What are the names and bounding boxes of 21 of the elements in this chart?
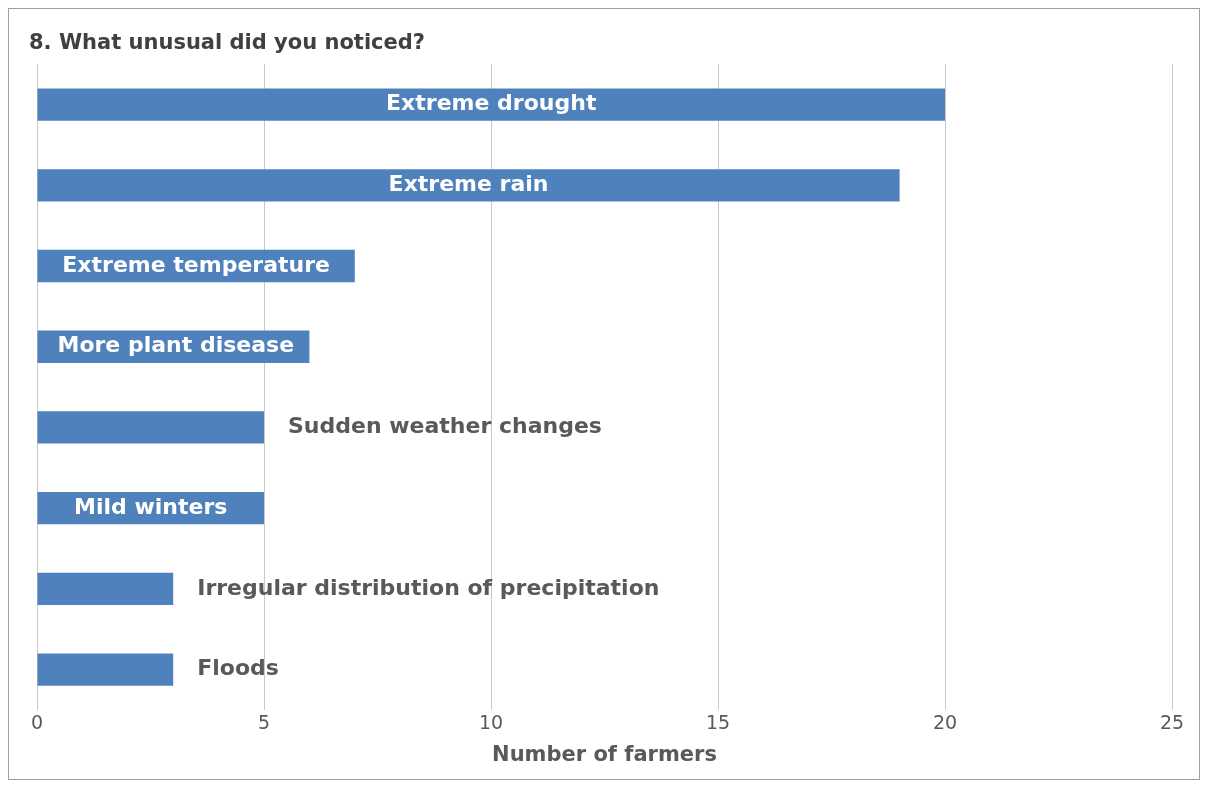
x-tick-label: 0: [30, 711, 44, 734]
bar: [37, 572, 174, 606]
y-tick-label: Irregular distribution of precipitation: [197, 574, 660, 600]
x-tick-label: 5: [257, 711, 271, 734]
x-axis-title: Number of farmers: [492, 741, 717, 766]
y-tick-label: Floods: [197, 655, 279, 681]
chart-title: 8. What unusual did you noticed?: [29, 30, 425, 55]
bar: [37, 411, 264, 444]
x-tick-label: 15: [705, 711, 731, 734]
y-tick-label: More plant disease: [57, 332, 295, 358]
y-tick-label: Extreme rain: [388, 171, 549, 197]
bar: [37, 88, 945, 121]
x-tick-label: 25: [1159, 711, 1185, 734]
bar: [37, 653, 174, 686]
x-tick-label: 10: [478, 711, 504, 734]
y-tick-label: Extreme drought: [386, 90, 597, 116]
y-tick-label: Extreme temperature: [62, 251, 330, 277]
y-tick-label: Mild winters: [74, 493, 228, 519]
x-tick-label: 20: [932, 711, 958, 734]
bar: [37, 169, 900, 202]
y-tick-label: Sudden weather changes: [288, 413, 602, 439]
